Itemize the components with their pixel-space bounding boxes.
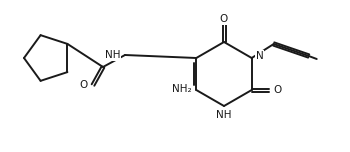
Text: O: O: [220, 14, 228, 24]
Text: O: O: [274, 85, 282, 95]
Text: NH₂: NH₂: [172, 84, 191, 94]
Text: NH: NH: [105, 50, 121, 60]
Text: N: N: [256, 51, 264, 61]
Text: O: O: [80, 80, 88, 90]
Text: NH: NH: [216, 110, 232, 120]
